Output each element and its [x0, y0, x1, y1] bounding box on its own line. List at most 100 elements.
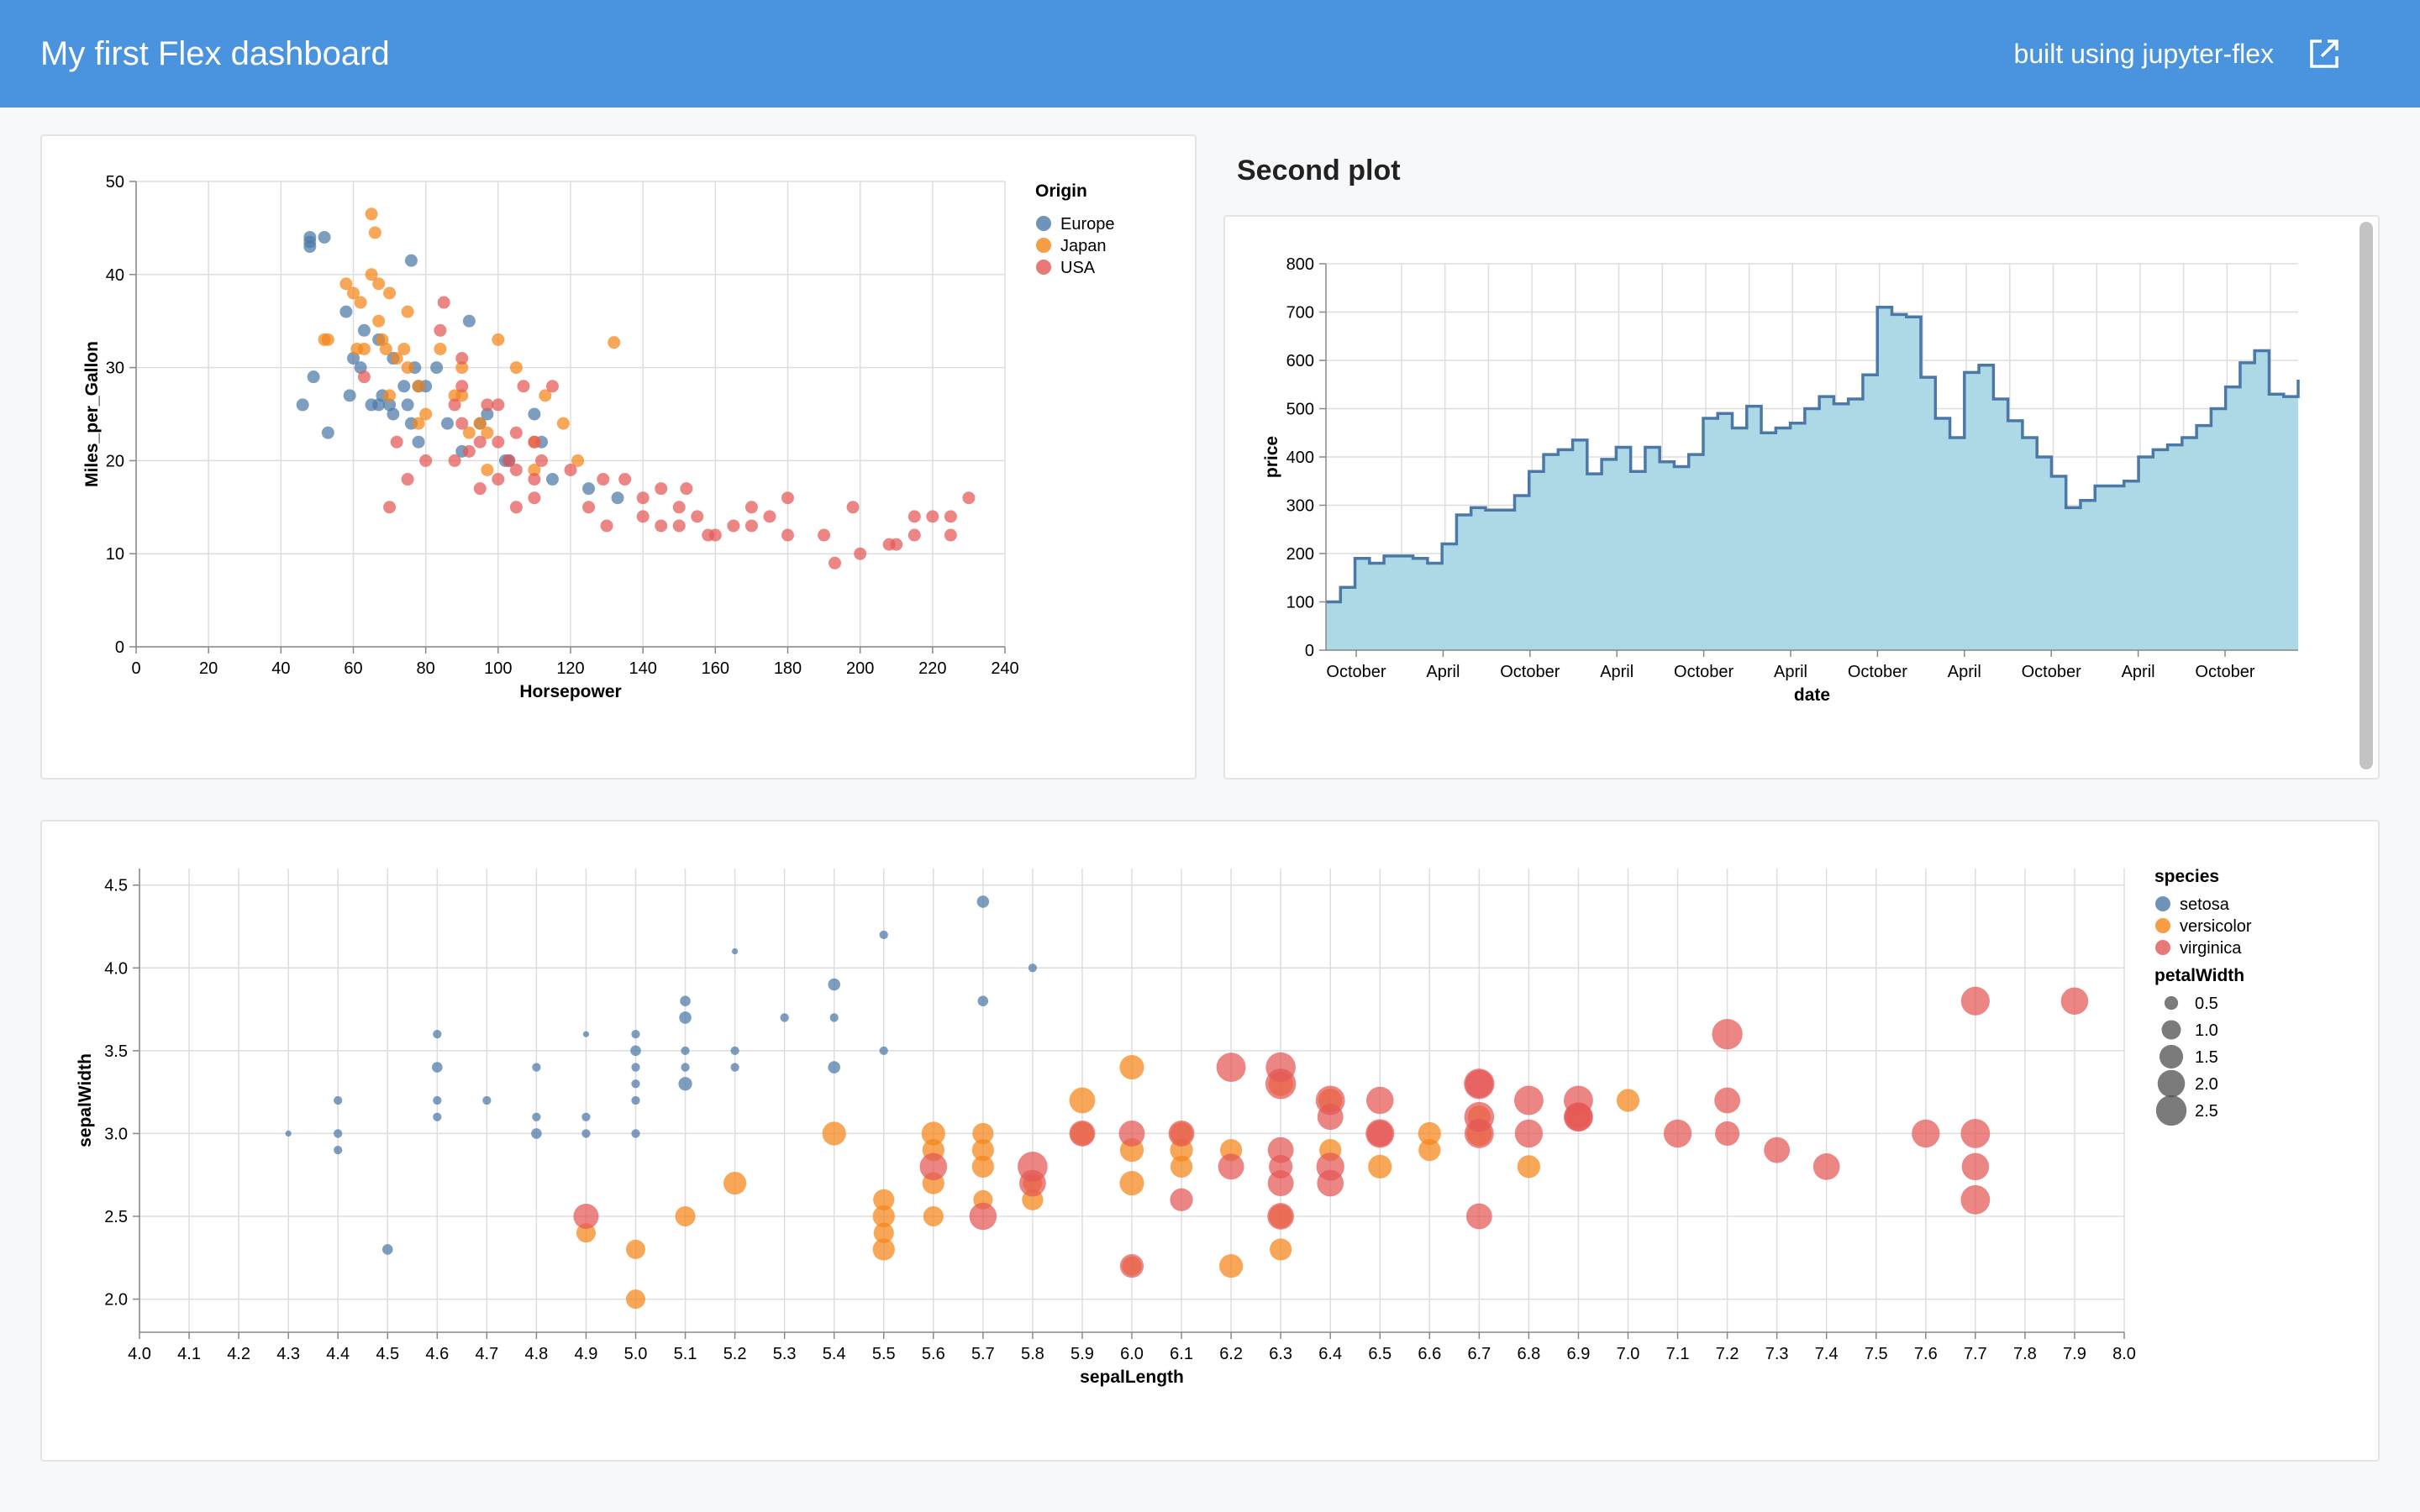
data-point-japan	[383, 286, 397, 300]
legend-size-label: 0.5	[2195, 995, 2218, 1013]
legend-size-label: 1.5	[2195, 1048, 2218, 1067]
y-tick-label: 30	[106, 360, 124, 378]
legend-label-japan: Japan	[1060, 237, 1107, 255]
data-point-setosa	[334, 1145, 343, 1155]
x-tick-label: 5.4	[823, 1345, 846, 1363]
y-tick-label: 100	[1286, 594, 1314, 612]
data-point-usa	[455, 380, 469, 393]
x-tick-label: 7.2	[1716, 1345, 1739, 1363]
y-tick-label: 200	[1286, 545, 1314, 564]
data-point-japan	[397, 342, 411, 355]
x-tick-label: 4.5	[376, 1345, 399, 1363]
data-point-setosa	[977, 995, 989, 1007]
data-point-usa	[455, 352, 469, 365]
data-point-virginica	[919, 1152, 948, 1181]
y-tick-label: 3.0	[104, 1125, 128, 1143]
y-axis-title: price	[1262, 436, 1281, 478]
data-point-versicolor	[1418, 1139, 1441, 1162]
data-point-versicolor	[1418, 1121, 1441, 1146]
data-point-usa	[818, 528, 831, 542]
x-tick-label: 60	[344, 659, 362, 678]
data-point-usa	[545, 380, 559, 393]
data-point-europe	[387, 407, 400, 421]
card-horsepower-plot: 0 20 40 60 80 100 120 140 160 180 200 220 240 0 10 20 30…	[40, 134, 1197, 780]
data-point-virginica	[969, 1202, 997, 1231]
data-point-usa	[528, 435, 541, 449]
data-point-europe	[307, 370, 320, 384]
data-point-versicolor	[971, 1155, 994, 1178]
data-point-versicolor	[626, 1239, 645, 1259]
data-point-setosa	[334, 1095, 343, 1105]
data-point-japan	[379, 342, 392, 355]
y-tick-label: 400	[1286, 449, 1314, 467]
data-point-japan	[357, 342, 371, 355]
x-tick-label: 5.6	[922, 1345, 945, 1363]
built-using-link[interactable]: built using jupyter-flex	[2013, 39, 2274, 69]
data-point-usa	[962, 491, 976, 505]
data-point-usa	[908, 528, 921, 542]
legend-size-label: 2.5	[2195, 1102, 2218, 1121]
x-tick-label: April	[1948, 663, 1981, 681]
data-point-japan	[412, 380, 425, 393]
legend-size-symbol	[2157, 1069, 2186, 1098]
data-point-setosa	[730, 1063, 739, 1072]
x-tick-label: April	[2122, 663, 2155, 681]
data-point-setosa	[432, 1062, 443, 1073]
data-point-virginica	[1465, 1203, 1492, 1230]
data-point-japan	[462, 426, 476, 439]
x-tick-label: 4.9	[575, 1345, 598, 1363]
x-tick-label: 7.7	[1964, 1345, 1987, 1363]
data-point-usa	[481, 398, 494, 412]
data-point-japan	[354, 296, 367, 309]
x-tick-label: 7.6	[1914, 1345, 1938, 1363]
data-point-usa	[829, 556, 842, 570]
data-point-virginica	[1912, 1119, 1940, 1148]
data-point-virginica	[1365, 1086, 1394, 1115]
data-point-setosa	[631, 1129, 640, 1138]
x-tick-label: 200	[846, 659, 874, 678]
data-point-europe	[321, 426, 334, 439]
dashboard-title: My first Flex dashboard	[40, 35, 390, 72]
data-point-versicolor	[723, 1171, 747, 1195]
x-tick-label: 7.0	[1617, 1345, 1640, 1363]
data-point-virginica	[2060, 987, 2089, 1015]
x-tick-label: 20	[199, 659, 218, 678]
data-point-setosa	[631, 1063, 640, 1072]
data-point-japan	[365, 268, 378, 281]
data-point-versicolor	[872, 1205, 895, 1228]
data-point-versicolor	[921, 1121, 945, 1146]
data-point-usa	[509, 463, 523, 476]
plot-scrollbar[interactable]	[2360, 222, 2373, 769]
data-point-japan	[492, 333, 505, 346]
data-point-virginica	[1960, 1118, 1991, 1148]
x-tick-label: 5.8	[1021, 1345, 1044, 1363]
data-point-setosa	[581, 1112, 591, 1121]
data-point-japan	[434, 342, 447, 355]
x-tick-label: 7.3	[1765, 1345, 1789, 1363]
x-tick-label: 6.9	[1567, 1345, 1591, 1363]
data-point-europe	[339, 305, 353, 318]
data-point-japan	[383, 389, 397, 402]
x-tick-label: 240	[991, 659, 1018, 678]
legend-color-title: species	[2154, 867, 2219, 886]
data-point-versicolor	[1119, 1055, 1144, 1080]
data-point-virginica	[1464, 1118, 1494, 1148]
data-point-versicolor	[1270, 1238, 1292, 1261]
data-point-usa	[708, 528, 722, 542]
x-tick-label: 0	[131, 659, 140, 678]
data-point-setosa	[730, 1046, 739, 1056]
x-tick-label: 7.9	[2063, 1345, 2086, 1363]
data-point-japan	[528, 463, 541, 476]
data-point-versicolor	[822, 1121, 846, 1146]
data-point-setosa	[433, 1095, 442, 1105]
data-point-versicolor	[971, 1139, 994, 1162]
x-tick-label: 4.7	[475, 1345, 498, 1363]
data-point-versicolor	[873, 1222, 894, 1243]
x-tick-label: October	[2195, 663, 2254, 681]
x-tick-label: 6.0	[1120, 1345, 1144, 1363]
legend-size-symbol	[2159, 1044, 2184, 1069]
open-in-new-icon[interactable]	[2307, 37, 2341, 71]
data-point-virginica	[1513, 1085, 1544, 1116]
data-point-virginica	[1960, 1184, 1991, 1215]
x-tick-label: 5.1	[674, 1345, 697, 1363]
